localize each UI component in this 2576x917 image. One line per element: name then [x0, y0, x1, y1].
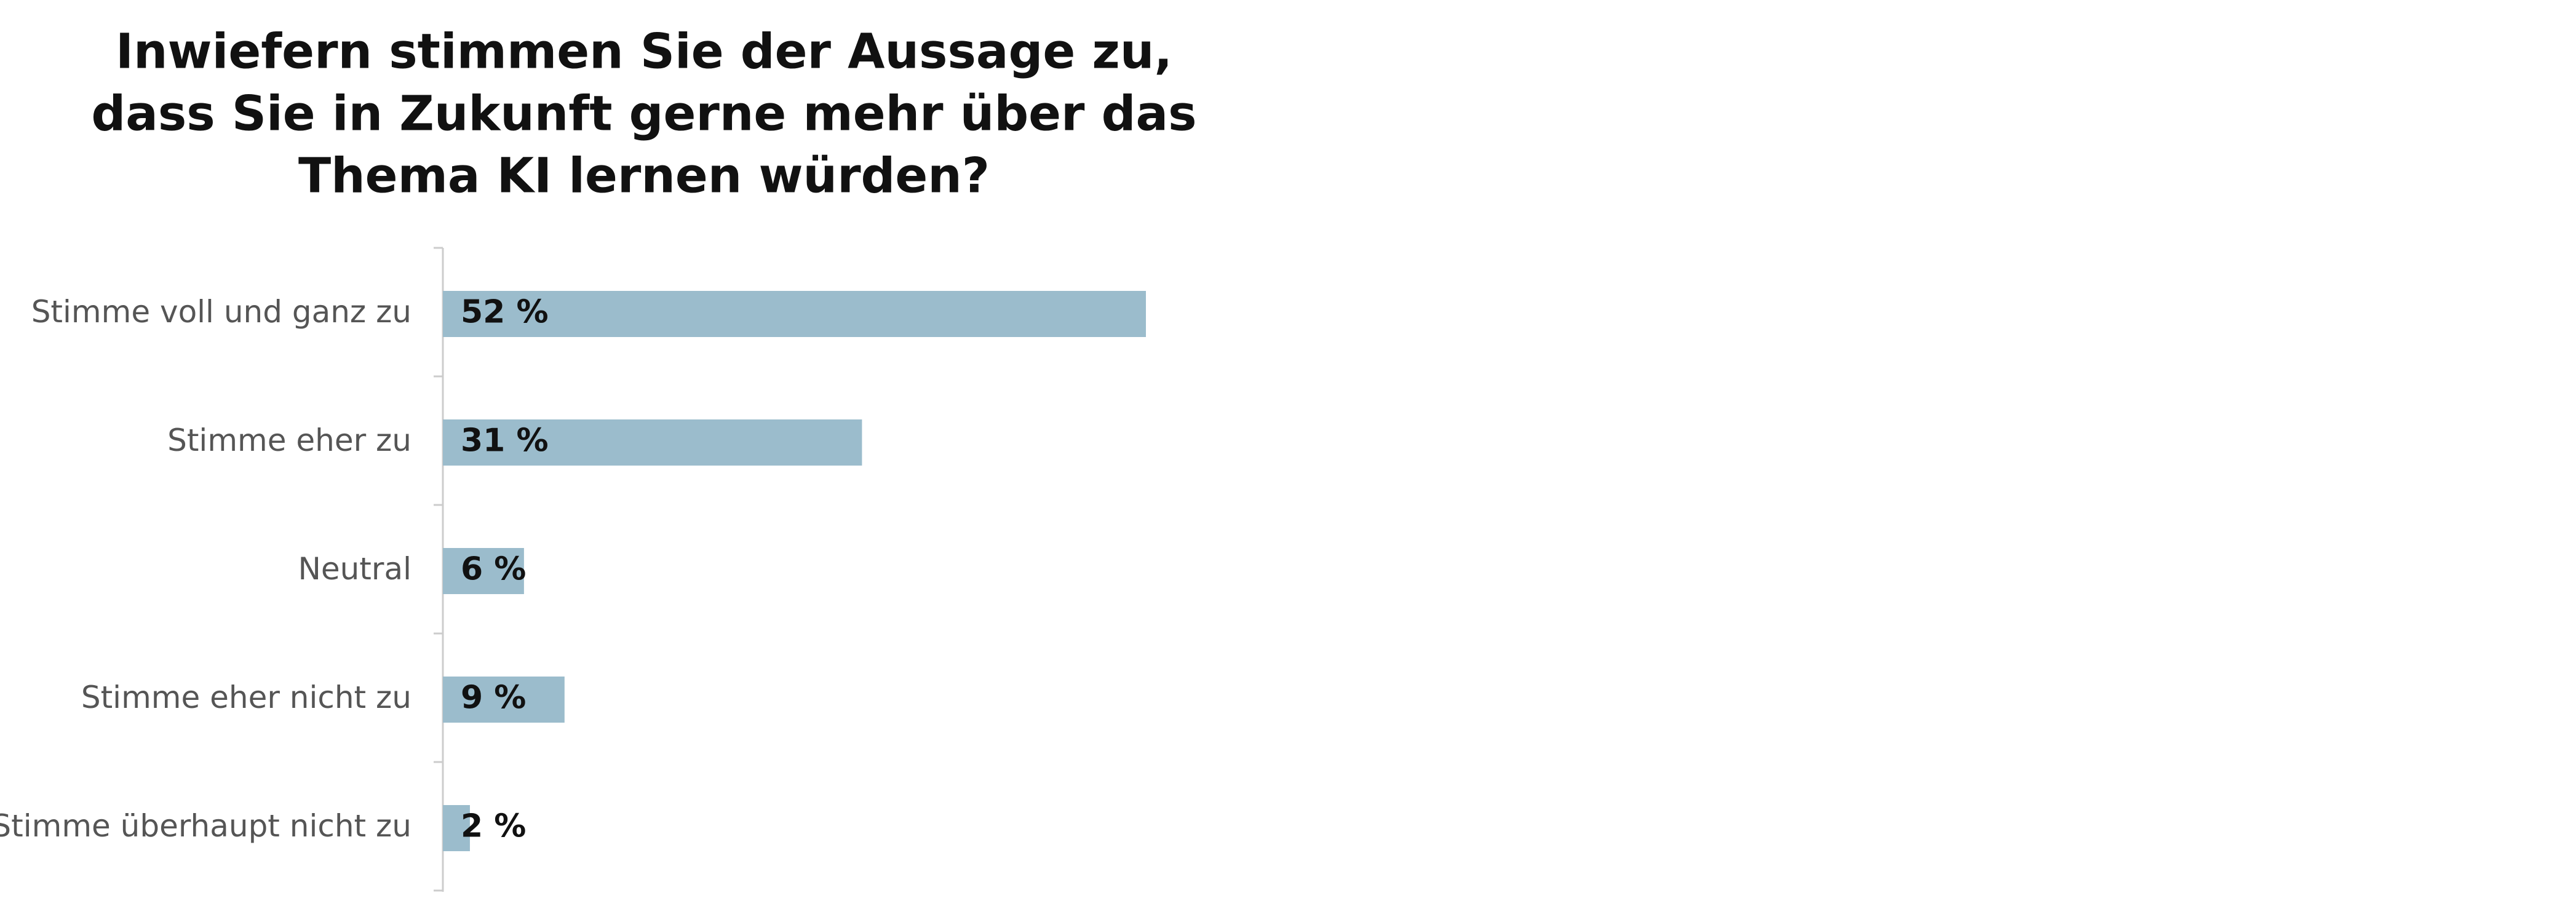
data-label: 6 %	[461, 551, 526, 588]
data-label: 52 %	[461, 294, 549, 331]
chart-title: dass Sie in Zukunft gerne mehr über das	[91, 86, 1196, 141]
data-label: 9 %	[461, 680, 526, 717]
y-tick-label: Stimme überhaupt nicht zu	[0, 808, 411, 844]
y-tick-label: Neutral	[298, 551, 411, 587]
y-tick-label: Stimme eher nicht zu	[81, 680, 411, 715]
data-label: 2 %	[461, 808, 526, 845]
bar	[443, 291, 1146, 337]
bar	[443, 677, 565, 723]
bar	[443, 419, 862, 466]
chart-title: Thema KI lernen würden?	[298, 148, 990, 204]
bar	[443, 805, 470, 851]
chart-title: Inwiefern stimmen Sie der Aussage zu,	[116, 24, 1172, 79]
bar	[443, 548, 524, 594]
y-tick-label: Stimme eher zu	[167, 423, 411, 458]
y-tick-label: Stimme voll und ganz zu	[31, 294, 411, 330]
data-label: 31 %	[461, 423, 549, 459]
